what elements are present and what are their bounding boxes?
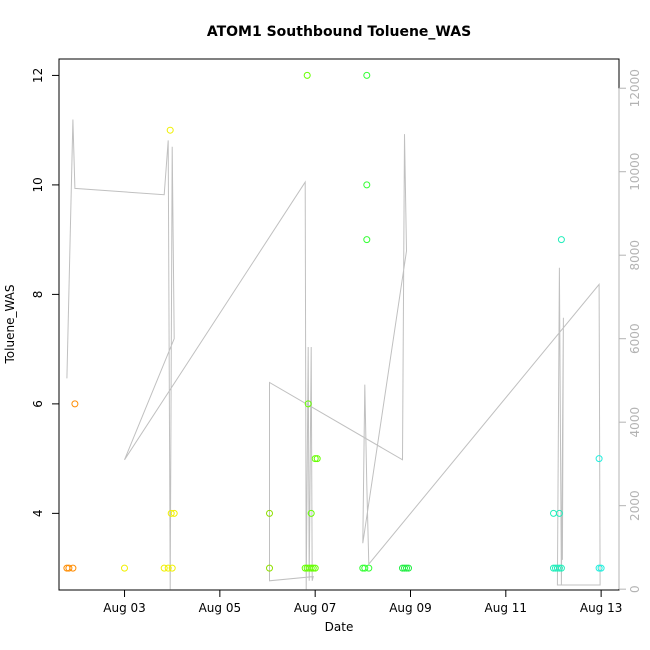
data-point [166,126,174,134]
data-point [311,564,319,572]
data-point [595,564,603,572]
x-tick-label: Aug 03 [103,601,146,615]
y2-tick-label: 8000 [628,240,642,271]
data-point [553,564,561,572]
data-point [307,509,315,517]
data-point [121,564,128,572]
chart-title: ATOM1 Southbound Toluene_WAS [207,24,471,40]
x-axis-label: Date [325,620,354,634]
y2-tick-label: 6000 [628,323,642,354]
y-axis-label: Toluene_WAS [3,285,17,365]
line-series [66,119,601,590]
x-tick-label: Aug 09 [389,601,432,615]
y-tick-label: 12 [31,68,45,83]
data-point [557,564,565,572]
data-point [309,564,317,572]
data-point [555,564,563,572]
x-axis: Aug 03 Aug 05 Aug 07 Aug 09 Aug 11 Aug 13 [103,590,622,615]
data-point [365,564,373,572]
x-tick-label: Aug 11 [485,601,528,615]
data-point [71,400,79,408]
y2-tick-label: 2000 [628,490,642,521]
y2-tick-label: 10000 [628,153,642,191]
y-axis-left: 4 6 8 10 12 [31,68,59,517]
data-point [69,564,77,572]
data-point [363,181,371,189]
data-point [555,509,563,517]
y-tick-label: 6 [31,400,45,408]
data-point [557,236,565,244]
y-tick-label: 4 [31,510,45,518]
data-point [160,564,168,572]
data-point [170,509,178,517]
x-tick-label: Aug 05 [199,601,242,615]
scatter-points-group [63,71,605,572]
data-point [304,400,312,408]
data-point [167,509,175,517]
y-tick-label: 10 [31,177,45,192]
x-tick-label: Aug 13 [580,601,623,615]
y-tick-label: 8 [31,291,45,299]
data-point [405,564,412,572]
data-point [168,564,176,572]
data-point [403,564,410,572]
y-axis-right: 0 2000 4000 6000 8000 10000 12000 [618,69,642,593]
data-point [266,509,273,517]
data-point [65,564,73,572]
data-point [363,236,371,244]
data-point [597,564,605,572]
data-point [303,71,311,79]
x-tick-label: Aug 07 [294,601,337,615]
data-point [266,564,273,572]
data-point [313,455,321,463]
y2-tick-label: 0 [628,585,642,593]
y2-tick-label: 12000 [628,69,642,107]
line-series-group [66,119,601,590]
data-point [595,455,603,463]
data-point [361,564,369,572]
data-point [164,564,172,572]
data-point [401,564,408,572]
data-point [363,71,371,79]
data-point [311,455,319,463]
data-point [307,564,315,572]
y2-tick-label: 4000 [628,407,642,438]
